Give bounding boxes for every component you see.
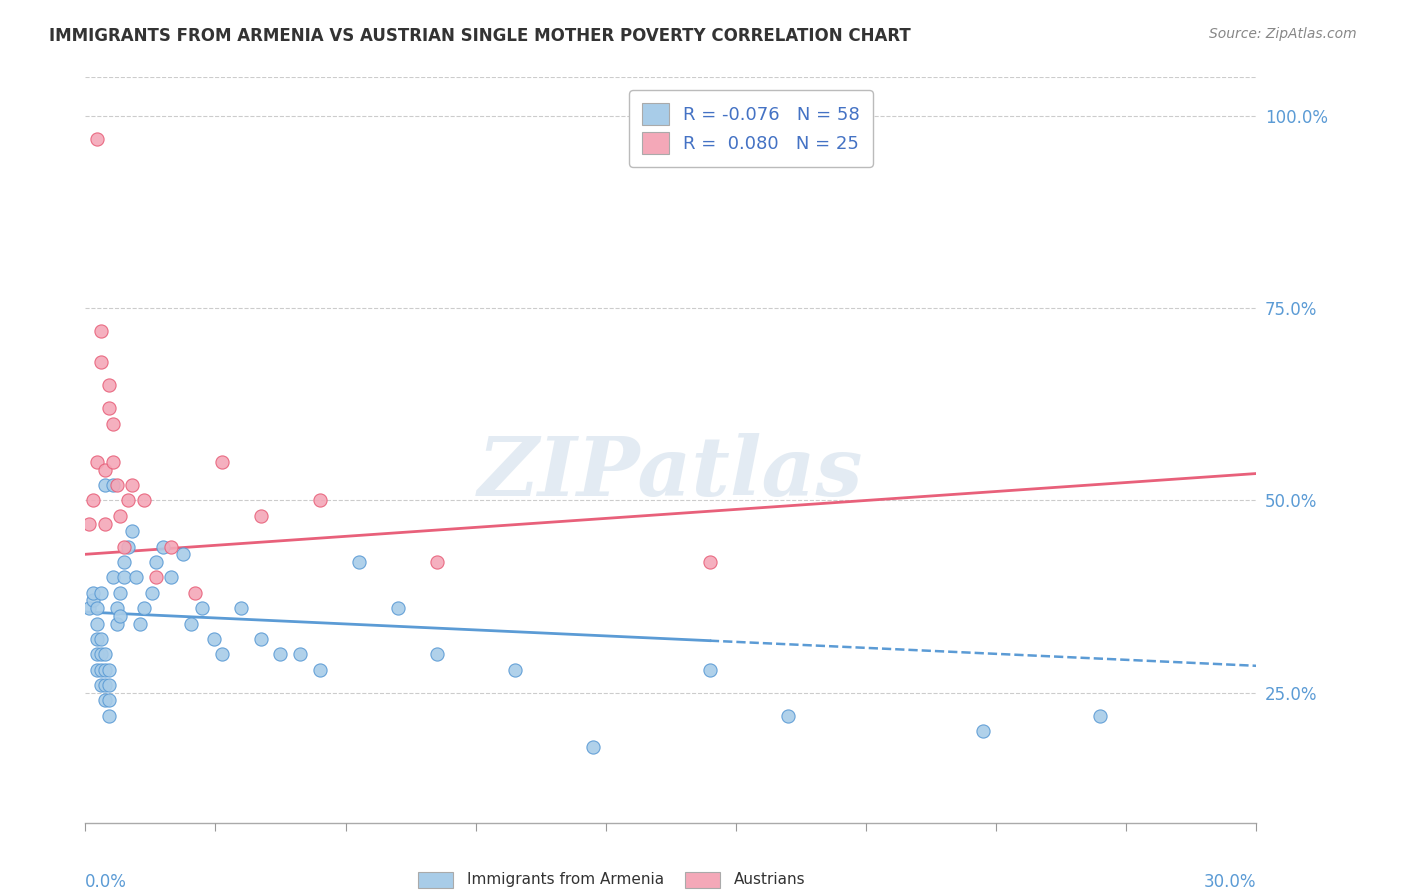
Point <box>86 663 108 677</box>
Point <box>90 647 112 661</box>
Point <box>308 493 330 508</box>
Point <box>112 540 135 554</box>
Point <box>426 555 449 569</box>
Point <box>972 724 994 739</box>
Point <box>288 647 311 661</box>
Point <box>125 570 148 584</box>
Point <box>97 663 120 677</box>
Point <box>105 616 128 631</box>
Point <box>90 678 112 692</box>
Point <box>132 601 155 615</box>
Point <box>86 647 108 661</box>
Point <box>101 455 124 469</box>
Point <box>90 324 112 338</box>
Point <box>172 547 194 561</box>
Point <box>77 516 100 531</box>
Point <box>90 586 112 600</box>
Point <box>94 516 117 531</box>
Point <box>250 632 273 646</box>
Point <box>117 493 139 508</box>
Point <box>582 739 605 754</box>
Point <box>110 608 132 623</box>
Point <box>387 601 409 615</box>
Point <box>86 632 108 646</box>
Point <box>112 570 135 584</box>
Point <box>97 708 120 723</box>
Point <box>141 586 163 600</box>
Point <box>105 478 128 492</box>
Point <box>121 524 143 539</box>
Text: IMMIGRANTS FROM ARMENIA VS AUSTRIAN SINGLE MOTHER POVERTY CORRELATION CHART: IMMIGRANTS FROM ARMENIA VS AUSTRIAN SING… <box>49 27 911 45</box>
Point <box>112 555 135 569</box>
Point <box>86 455 108 469</box>
Point <box>94 693 117 707</box>
Point <box>82 593 104 607</box>
Point <box>94 647 117 661</box>
Point <box>250 508 273 523</box>
Point <box>97 401 120 416</box>
Point <box>94 678 117 692</box>
Point <box>152 540 174 554</box>
Text: 30.0%: 30.0% <box>1204 872 1257 890</box>
Point <box>426 647 449 661</box>
Point <box>86 601 108 615</box>
Point <box>97 693 120 707</box>
Point <box>117 540 139 554</box>
Point <box>503 663 526 677</box>
Point <box>97 378 120 392</box>
Point <box>269 647 291 661</box>
Point <box>94 463 117 477</box>
Point <box>94 663 117 677</box>
Point <box>121 478 143 492</box>
Point <box>145 555 167 569</box>
Legend: R = -0.076   N = 58, R =  0.080   N = 25: R = -0.076 N = 58, R = 0.080 N = 25 <box>628 90 873 167</box>
Point <box>90 355 112 369</box>
Point <box>160 570 183 584</box>
Point <box>110 508 132 523</box>
Point <box>1090 708 1112 723</box>
Point <box>97 678 120 692</box>
Text: Immigrants from Armenia: Immigrants from Armenia <box>467 872 664 888</box>
Point <box>101 478 124 492</box>
Point <box>160 540 183 554</box>
Point <box>90 663 112 677</box>
Text: ZIPatlas: ZIPatlas <box>478 433 863 513</box>
Point <box>90 632 112 646</box>
Point <box>82 493 104 508</box>
Point <box>101 417 124 431</box>
Text: Austrians: Austrians <box>734 872 806 888</box>
Point <box>180 616 202 631</box>
Point <box>211 455 233 469</box>
Point <box>347 555 370 569</box>
Point <box>183 586 205 600</box>
Point <box>129 616 152 631</box>
Point <box>776 708 799 723</box>
Point <box>101 570 124 584</box>
Point <box>86 132 108 146</box>
Point <box>145 570 167 584</box>
Point <box>82 586 104 600</box>
Point <box>308 663 330 677</box>
Point <box>699 555 721 569</box>
Point <box>105 601 128 615</box>
Point <box>202 632 225 646</box>
Point <box>211 647 233 661</box>
Point <box>132 493 155 508</box>
Text: 0.0%: 0.0% <box>86 872 127 890</box>
Point <box>191 601 214 615</box>
Text: Source: ZipAtlas.com: Source: ZipAtlas.com <box>1209 27 1357 41</box>
Point <box>110 586 132 600</box>
Point <box>77 601 100 615</box>
Point <box>86 616 108 631</box>
Point <box>94 478 117 492</box>
Point <box>699 663 721 677</box>
Point <box>231 601 253 615</box>
